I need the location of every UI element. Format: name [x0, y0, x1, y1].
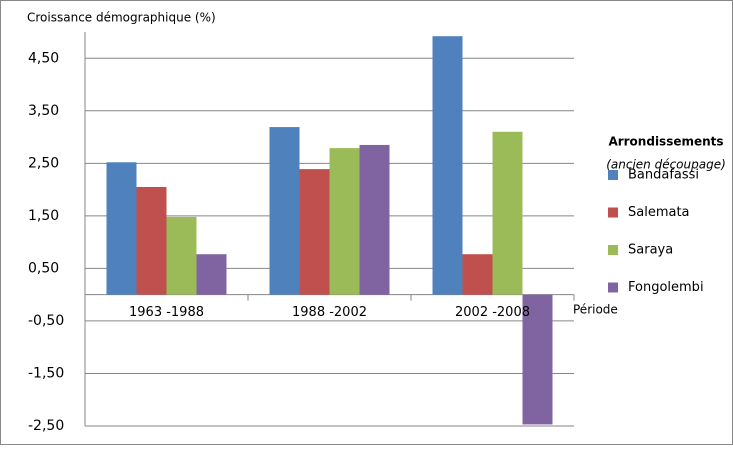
bar — [269, 127, 300, 295]
x-axis-title: Période — [573, 303, 618, 317]
legend-title: Arrondissements — [608, 135, 723, 149]
legend-label: Salemata — [628, 205, 690, 220]
bar — [359, 144, 390, 295]
y-axis-title: Croissance démographique (%) — [27, 11, 216, 25]
bar — [432, 36, 463, 295]
bar — [522, 294, 553, 425]
legend-label: Saraya — [628, 243, 673, 258]
y-tick-label: -2,50 — [28, 418, 64, 434]
y-tick-label: -0,50 — [28, 313, 64, 329]
legend-swatch — [608, 245, 618, 255]
legend-swatch — [608, 282, 618, 293]
bar — [299, 169, 330, 295]
x-tick-label: 2002 -2008 — [455, 305, 530, 320]
legend-label: Fongolembi — [628, 280, 704, 295]
y-tick-label: 1,50 — [28, 208, 59, 224]
x-tick-label: 1963 -1988 — [129, 305, 204, 320]
bar — [166, 216, 197, 295]
y-tick-label: 2,50 — [28, 155, 59, 171]
legend-swatch — [608, 170, 618, 180]
legend-label: Bandafassi — [628, 168, 699, 183]
y-tick-label: 0,50 — [28, 260, 59, 276]
bar — [106, 162, 137, 295]
bar — [136, 186, 167, 295]
legend-swatch — [608, 207, 618, 218]
y-tick-label: 4,50 — [28, 50, 59, 66]
bar — [196, 254, 227, 295]
bar — [462, 254, 493, 295]
y-tick-label: -1,50 — [28, 365, 64, 381]
x-tick-label: 1988 -2002 — [292, 305, 367, 320]
y-tick-label: 3,50 — [28, 103, 59, 119]
bar — [329, 148, 360, 295]
bar — [492, 131, 523, 295]
legend-subtitle: (ancien découpage) — [606, 158, 726, 172]
